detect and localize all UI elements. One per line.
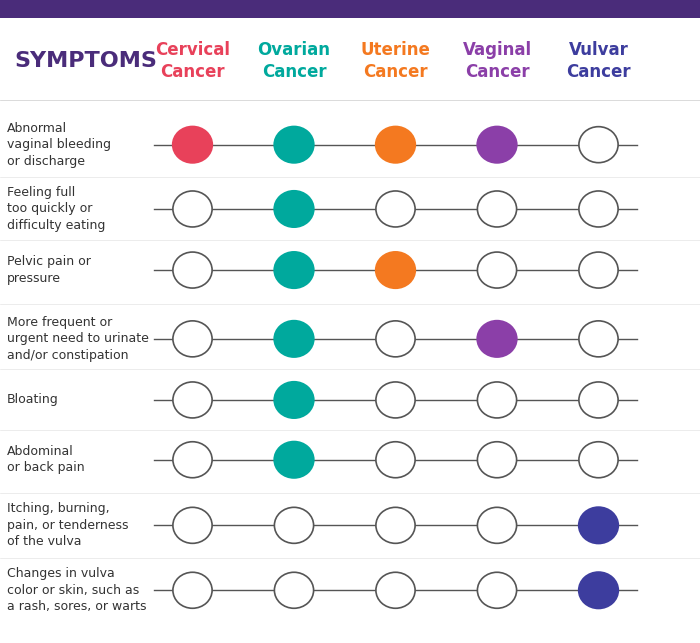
Circle shape: [274, 127, 314, 163]
Text: Uterine
Cancer: Uterine Cancer: [360, 41, 430, 81]
Circle shape: [376, 572, 415, 608]
Circle shape: [274, 252, 314, 288]
Bar: [0, 0, 700, 18]
Circle shape: [477, 127, 517, 163]
Circle shape: [579, 252, 618, 288]
Text: Abdominal
or back pain: Abdominal or back pain: [7, 445, 85, 475]
Circle shape: [477, 507, 517, 543]
Text: Changes in vulva
color or skin, such as
a rash, sores, or warts: Changes in vulva color or skin, such as …: [7, 567, 146, 613]
Circle shape: [173, 507, 212, 543]
Circle shape: [477, 382, 517, 418]
Circle shape: [376, 321, 415, 357]
Circle shape: [173, 191, 212, 227]
Circle shape: [579, 572, 618, 608]
Circle shape: [274, 442, 314, 478]
Circle shape: [477, 442, 517, 478]
Text: More frequent or
urgent need to urinate
and/or constipation: More frequent or urgent need to urinate …: [7, 316, 149, 362]
Circle shape: [274, 507, 314, 543]
Text: Pelvic pain or
pressure: Pelvic pain or pressure: [7, 255, 91, 285]
Circle shape: [173, 321, 212, 357]
Text: Vulvar
Cancer: Vulvar Cancer: [566, 41, 631, 81]
Text: SYMPTOMS: SYMPTOMS: [14, 51, 157, 71]
Circle shape: [376, 507, 415, 543]
Circle shape: [579, 191, 618, 227]
Text: Itching, burning,
pain, or tenderness
of the vulva: Itching, burning, pain, or tenderness of…: [7, 502, 129, 548]
Circle shape: [376, 191, 415, 227]
Text: Abnormal
vaginal bleeding
or discharge: Abnormal vaginal bleeding or discharge: [7, 122, 111, 168]
Text: Feeling full
too quickly or
difficulty eating: Feeling full too quickly or difficulty e…: [7, 186, 106, 232]
Circle shape: [173, 382, 212, 418]
Circle shape: [173, 442, 212, 478]
Circle shape: [274, 382, 314, 418]
Circle shape: [376, 382, 415, 418]
Circle shape: [173, 127, 212, 163]
Circle shape: [477, 191, 517, 227]
Circle shape: [376, 252, 415, 288]
Circle shape: [274, 191, 314, 227]
Circle shape: [173, 252, 212, 288]
Circle shape: [477, 321, 517, 357]
Text: Ovarian
Cancer: Ovarian Cancer: [258, 41, 330, 81]
Circle shape: [579, 382, 618, 418]
Circle shape: [173, 572, 212, 608]
Text: Cervical
Cancer: Cervical Cancer: [155, 41, 230, 81]
Text: Bloating: Bloating: [7, 394, 59, 406]
Circle shape: [477, 252, 517, 288]
Circle shape: [274, 572, 314, 608]
Circle shape: [477, 572, 517, 608]
Circle shape: [376, 442, 415, 478]
Circle shape: [376, 127, 415, 163]
Circle shape: [274, 321, 314, 357]
Circle shape: [579, 321, 618, 357]
Circle shape: [579, 507, 618, 543]
Text: Vaginal
Cancer: Vaginal Cancer: [463, 41, 531, 81]
Circle shape: [579, 127, 618, 163]
Circle shape: [579, 442, 618, 478]
